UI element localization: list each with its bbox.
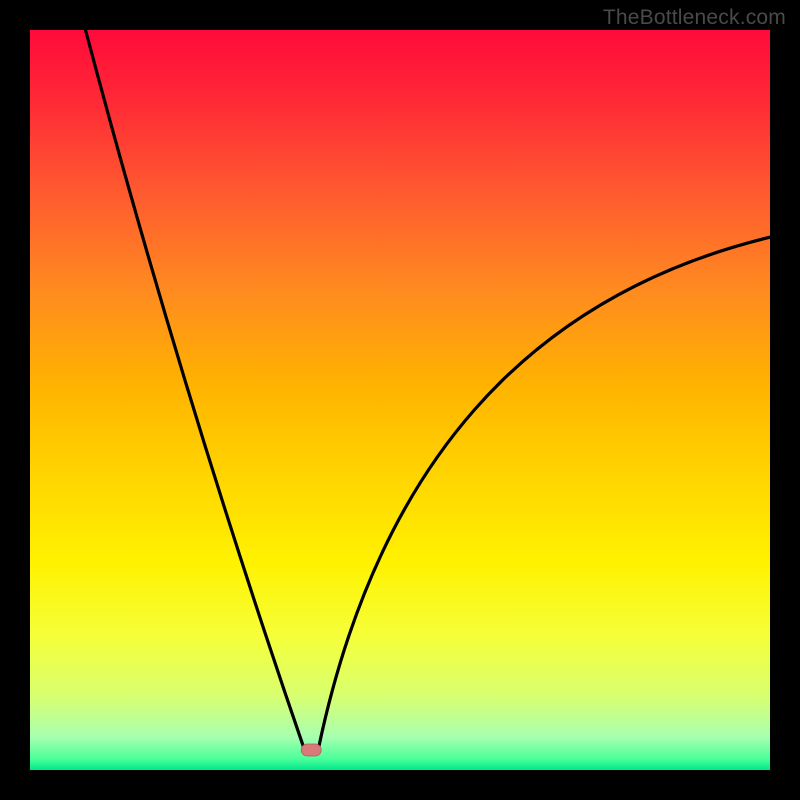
optimal-point-marker bbox=[301, 744, 321, 756]
bottleneck-chart bbox=[0, 0, 800, 800]
watermark-text: TheBottleneck.com bbox=[603, 6, 786, 30]
chart-svg bbox=[0, 0, 800, 800]
plot-gradient-background bbox=[30, 30, 770, 770]
